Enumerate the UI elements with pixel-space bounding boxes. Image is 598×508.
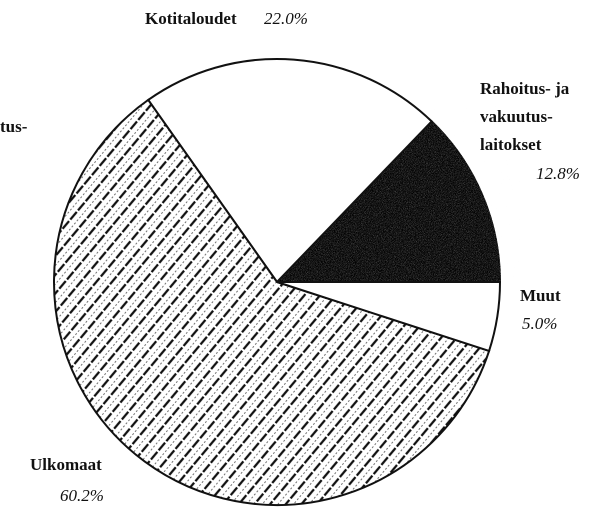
pie-slice <box>274 119 502 283</box>
slice-label: laitokset <box>480 135 542 154</box>
slice-label: Muut <box>520 286 561 305</box>
slice-label: Rahoitus- ja <box>480 79 570 98</box>
value-label: 22.0% <box>264 9 308 28</box>
value-label: 5.0% <box>522 314 557 333</box>
slice-label: Kotitaloudet <box>145 9 237 28</box>
slice-label: Ulkomaat <box>30 455 102 474</box>
pie-slice <box>53 98 491 506</box>
value-label: 60.2% <box>60 486 104 505</box>
pie-slice <box>276 281 502 353</box>
slice-label: vakuutus- <box>480 107 553 126</box>
annotation: tus- <box>0 117 28 136</box>
pie-slice <box>146 58 434 284</box>
value-label: 12.8% <box>536 164 580 183</box>
